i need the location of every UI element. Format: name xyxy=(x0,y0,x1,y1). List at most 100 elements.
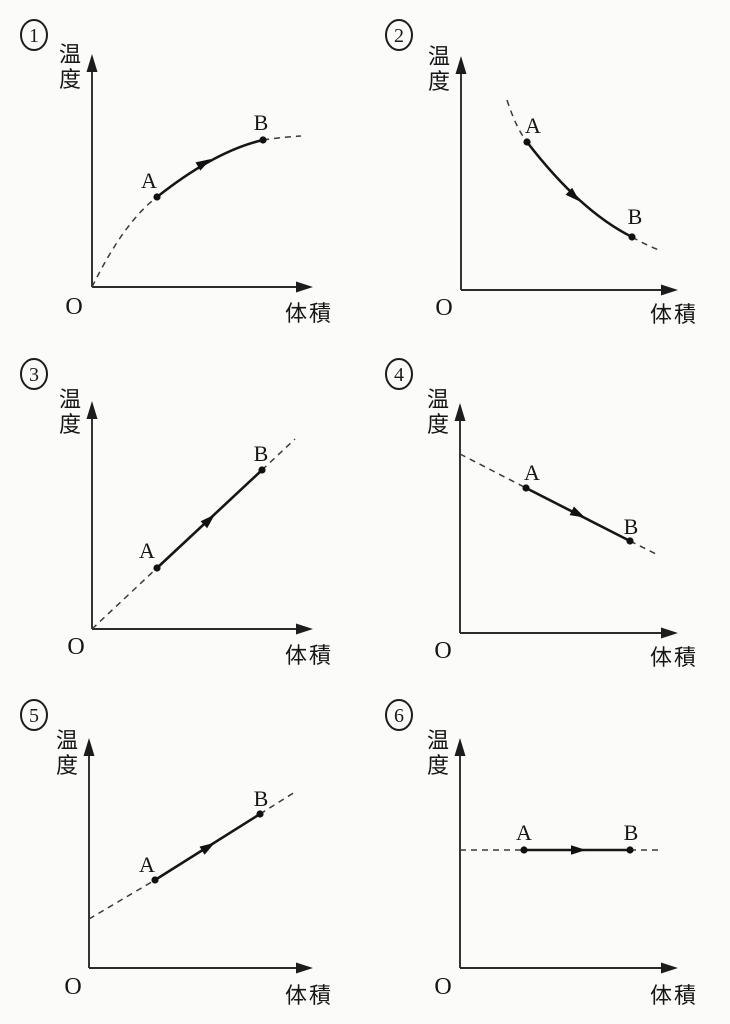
y-axis-arrow-icon xyxy=(454,403,466,421)
number-circle xyxy=(20,19,48,51)
curve-dashed-pre xyxy=(506,99,528,143)
graph-panel-1: 1 温 度 O 体積 A B xyxy=(0,0,365,341)
point-a-dot xyxy=(153,564,161,572)
direction-arrow-icon xyxy=(195,159,211,171)
curve-dashed-pre xyxy=(91,196,158,288)
point-b-label: B xyxy=(624,514,639,539)
point-a-dot xyxy=(151,876,159,884)
point-a-label: A xyxy=(524,460,540,485)
panel-number: 3 xyxy=(29,364,39,386)
x-axis-label: 体積 xyxy=(285,644,333,669)
point-b-label: B xyxy=(254,110,269,135)
point-b-dot xyxy=(256,810,264,818)
origin-label: O xyxy=(67,634,84,660)
direction-arrow-icon xyxy=(565,187,580,202)
x-axis-arrow-icon xyxy=(296,623,313,635)
panel-number-badge: 1 xyxy=(20,19,48,51)
point-a-label: A xyxy=(525,113,541,138)
y-axis-label-line1: 温 xyxy=(56,729,78,754)
number-circle xyxy=(20,358,48,390)
number-circle xyxy=(20,699,48,731)
origin-label: O xyxy=(64,974,81,1000)
point-a-dot xyxy=(523,138,531,146)
x-axis-arrow-icon xyxy=(296,962,313,974)
x-axis-label: 体積 xyxy=(650,984,698,1009)
y-axis-label-line1: 温 xyxy=(427,388,449,413)
origin-label: O xyxy=(65,294,82,320)
graph-4-canvas: 4 温 度 O 体積 A B xyxy=(385,358,698,671)
y-axis-arrow-icon xyxy=(83,738,95,756)
point-a-label: A xyxy=(139,852,155,877)
panel-number-badge: 5 xyxy=(20,699,48,731)
y-axis-label-line2: 度 xyxy=(427,754,449,779)
x-axis-label: 体積 xyxy=(650,303,698,328)
x-axis-label: 体積 xyxy=(285,302,333,327)
y-axis-label-line1: 温 xyxy=(59,388,81,413)
panel-number: 1 xyxy=(29,25,39,47)
number-circle xyxy=(385,358,413,390)
y-axis-label-line1: 温 xyxy=(427,729,449,754)
point-b-label: B xyxy=(624,820,639,845)
point-b-dot xyxy=(628,233,636,241)
point-a-dot xyxy=(520,846,528,854)
origin-label: O xyxy=(435,295,452,321)
panel-number: 2 xyxy=(394,25,404,47)
panel-number-badge: 3 xyxy=(20,358,48,390)
y-axis-label-line2: 度 xyxy=(59,413,81,438)
graph-panel-4: 4 温 度 O 体積 A B xyxy=(365,341,730,682)
number-circle xyxy=(385,19,413,51)
panel-number: 6 xyxy=(394,705,404,727)
point-a-label: A xyxy=(139,538,155,563)
y-axis-label-line1: 温 xyxy=(59,43,81,68)
direction-arrow-icon xyxy=(200,514,215,529)
number-circle xyxy=(385,699,413,731)
curve-dashed-pre xyxy=(459,453,527,489)
y-axis-label-line2: 度 xyxy=(427,413,449,438)
point-a-label: A xyxy=(141,168,157,193)
point-b-label: B xyxy=(254,786,269,811)
point-b-dot xyxy=(259,136,267,144)
direction-arrow-icon xyxy=(569,506,586,518)
graph-5-canvas: 5 温 度 O 体積 A B xyxy=(20,699,333,1009)
graph-panel-3: 3 温 度 O 体積 A B xyxy=(0,341,365,682)
graph-panel-5: 5 温 度 O 体積 A B xyxy=(0,682,365,1024)
x-axis-label: 体積 xyxy=(650,646,698,671)
panel-number-badge: 2 xyxy=(385,19,413,51)
graph-panel-2: 2 温 度 O 体積 A B xyxy=(365,0,730,341)
graph-2-canvas: 2 温 度 O 体積 A B xyxy=(385,19,698,328)
y-axis-label-line2: 度 xyxy=(56,754,78,779)
x-axis-label: 体積 xyxy=(285,984,333,1009)
y-axis-label-line2: 度 xyxy=(428,70,450,95)
panel-number: 4 xyxy=(394,364,404,386)
y-axis-label-line1: 温 xyxy=(428,45,450,70)
point-a-dot xyxy=(153,193,161,201)
origin-label: O xyxy=(434,974,451,1000)
point-b-dot xyxy=(626,537,634,545)
point-a-label: A xyxy=(516,820,532,845)
x-axis-arrow-icon xyxy=(661,962,678,974)
point-b-dot xyxy=(258,466,266,474)
point-b-label: B xyxy=(628,204,643,229)
x-axis-arrow-icon xyxy=(661,284,678,296)
curve-dashed-post xyxy=(259,791,296,815)
panel-number-badge: 6 xyxy=(385,699,413,731)
curve-dashed-post xyxy=(261,438,296,471)
y-axis-label-line2: 度 xyxy=(59,68,81,93)
curve-dashed-post xyxy=(262,135,302,141)
panel-number-badge: 4 xyxy=(385,358,413,390)
y-axis-arrow-icon xyxy=(455,56,467,74)
y-axis-arrow-icon xyxy=(454,738,466,756)
curve-dashed-pre xyxy=(91,567,158,630)
point-a-dot xyxy=(522,484,530,492)
graph-1-canvas: 1 温 度 O 体積 A B xyxy=(20,19,333,327)
point-b-dot xyxy=(626,846,634,854)
curve-solid xyxy=(155,138,265,199)
curve-dashed-post xyxy=(629,540,659,556)
curve-dashed-post xyxy=(631,236,660,251)
direction-arrow-icon xyxy=(199,842,215,855)
graph-3-canvas: 3 温 度 O 体積 A B xyxy=(20,358,333,669)
x-axis-arrow-icon xyxy=(296,281,313,293)
graph-6-canvas: 6 温 度 O 体積 A B xyxy=(385,699,698,1009)
panel-number: 5 xyxy=(29,705,39,727)
